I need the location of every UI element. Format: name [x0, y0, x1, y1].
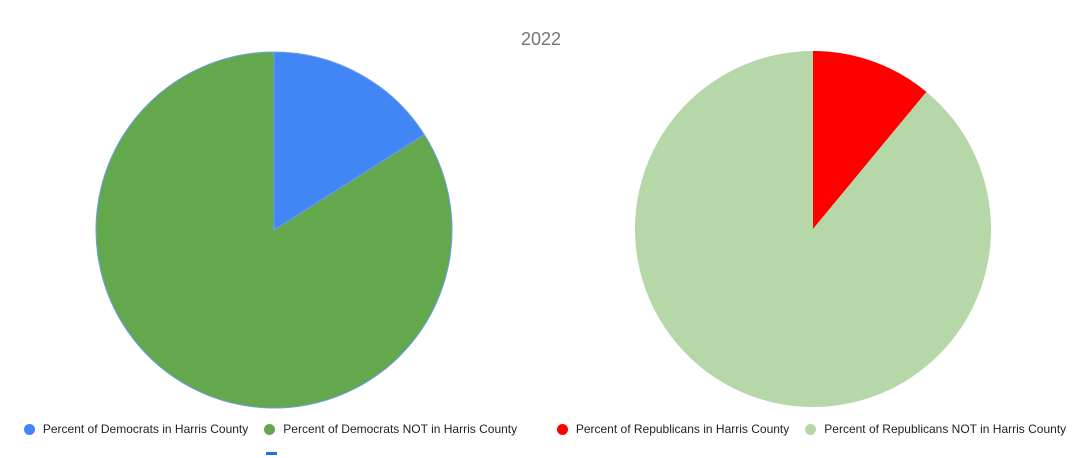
legend-label: Percent of Republicans in Harris County: [575, 422, 790, 436]
blue-dash-indicator: [266, 452, 277, 455]
legend-item-democrats-in-harris[interactable]: Percent of Democrats in Harris County: [23, 422, 249, 437]
legend-dot-icon: [805, 424, 817, 435]
pie-slice-not-in-county[interactable]: [634, 51, 991, 407]
legend-dot-icon: [23, 424, 35, 435]
legend-label: Percent of Republicans NOT in Harris Cou…: [824, 422, 1067, 436]
legend-item-republicans-in-harris[interactable]: Percent of Republicans in Harris County: [556, 422, 790, 437]
pie-slice-in-county[interactable]: [273, 51, 425, 231]
legend-item-democrats-not-in-harris[interactable]: Percent of Democrats NOT in Harris Count…: [264, 422, 517, 437]
pie-chart-democrats: [95, 51, 453, 409]
pie-slice-in-county[interactable]: [813, 51, 927, 229]
legend-republicans: Percent of Republicans in Harris County …: [541, 422, 1082, 437]
pie-chart-republicans: [634, 51, 991, 407]
legend-label: Percent of Democrats NOT in Harris Count…: [283, 422, 518, 436]
chart-title: 2022: [520, 29, 562, 49]
pie-slice-not-in-county[interactable]: [95, 51, 453, 409]
legend-dot-icon: [556, 424, 568, 435]
legend-label: Percent of Democrats in Harris County: [42, 422, 249, 436]
legend-dot-icon: [264, 424, 276, 435]
legend-democrats: Percent of Democrats in Harris County Pe…: [0, 422, 541, 437]
legend-item-republicans-not-in-harris[interactable]: Percent of Republicans NOT in Harris Cou…: [805, 422, 1066, 437]
